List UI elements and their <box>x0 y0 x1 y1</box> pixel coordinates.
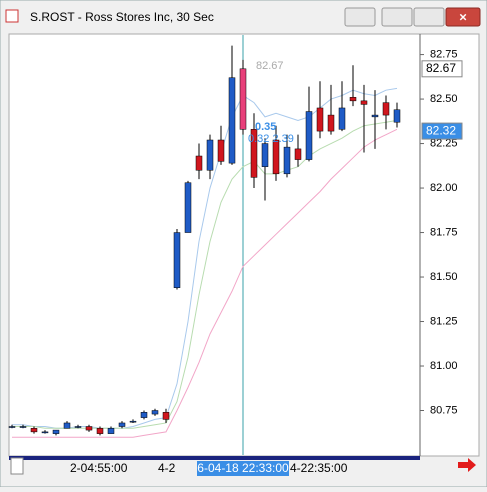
price-marker-label: 82.32 <box>426 123 456 137</box>
candle-body <box>140 412 148 418</box>
candle-body <box>360 100 368 105</box>
close-button[interactable] <box>445 7 481 27</box>
candle-body <box>151 410 159 415</box>
candle-body <box>305 111 313 160</box>
candle-body <box>184 182 192 233</box>
candle-body <box>107 428 115 434</box>
moving-average <box>12 119 398 429</box>
candle-body <box>19 426 27 428</box>
cursor-annotation: 0.32 2.39 <box>248 133 294 145</box>
price-marker <box>421 60 463 78</box>
candle-body <box>52 429 60 434</box>
candle-body <box>129 420 137 423</box>
candle-body <box>206 139 214 171</box>
cursor-x-label: 6-04-18 22:33:00 <box>197 461 289 475</box>
candle-body <box>8 426 16 428</box>
cursor-label-bg <box>197 461 289 476</box>
candle-body <box>96 428 104 434</box>
candle-body <box>63 422 71 429</box>
candle-body <box>30 428 38 433</box>
candle-body <box>250 129 258 178</box>
candle-body <box>327 114 335 132</box>
candle-body <box>393 109 401 123</box>
x-tick-label: 4-22:35:00 <box>290 461 348 475</box>
y-tick-label: 82.75 <box>430 48 458 60</box>
scroll-right-arrow[interactable] <box>458 458 476 472</box>
candle-body <box>228 77 236 164</box>
candle-body <box>338 107 346 130</box>
y-tick-label: 82.25 <box>430 137 458 149</box>
candle-body <box>371 114 379 118</box>
close-icon: × <box>459 9 467 24</box>
scroll-handle[interactable] <box>10 457 24 475</box>
window-title: S.ROST - Ross Stores Inc, 30 Sec <box>30 10 214 24</box>
cursor-annotation: 82.67 <box>256 60 284 72</box>
maximize-button[interactable] <box>413 7 445 27</box>
scroll-bar[interactable] <box>9 456 420 460</box>
x-tick-label: 4-2 <box>158 461 176 475</box>
candle-body <box>41 431 49 434</box>
candle-body <box>272 139 280 175</box>
y-tick-label: 81.50 <box>430 271 458 283</box>
candle-body <box>85 426 93 431</box>
y-tick-label: 81.75 <box>430 226 458 238</box>
cursor-annotation: 0.35 <box>255 121 276 133</box>
y-tick-label: 80.75 <box>430 404 458 416</box>
y-tick-label: 82.00 <box>430 182 458 194</box>
price-marker-label: 82.67 <box>426 61 456 75</box>
candle-body <box>261 143 269 167</box>
candle-body <box>217 139 225 162</box>
candle-body <box>74 426 82 428</box>
candle-body <box>349 97 357 102</box>
price-marker <box>421 122 463 140</box>
y-tick-label: 81.00 <box>430 360 458 372</box>
candle-body <box>162 412 170 420</box>
candle-body <box>316 107 324 132</box>
candle-body <box>173 232 181 288</box>
candle-body <box>283 146 291 175</box>
y-tick-label: 81.25 <box>430 315 458 327</box>
candle-body <box>195 155 203 171</box>
link-button[interactable] <box>344 7 376 27</box>
moving-average <box>12 128 398 438</box>
candle-body <box>294 148 302 160</box>
minimize-button[interactable] <box>381 7 413 27</box>
x-tick-label: 2-04:55:00 <box>70 461 128 475</box>
y-tick-label: 82.50 <box>430 93 458 105</box>
candle-body <box>382 102 390 116</box>
candle-body <box>239 68 247 130</box>
app-icon <box>5 9 19 23</box>
candle-body <box>118 422 126 427</box>
